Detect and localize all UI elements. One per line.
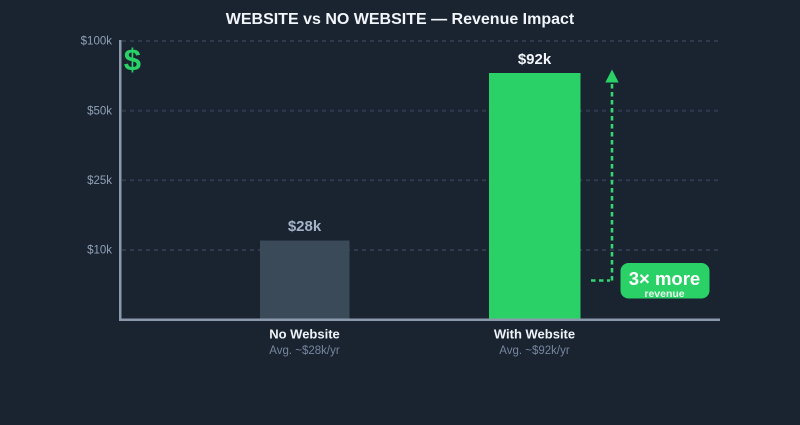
svg-text:With Website: With Website (494, 327, 575, 342)
svg-text:Avg. ~$92k/yr: Avg. ~$92k/yr (499, 345, 570, 357)
svg-text:Avg. ~$28k/yr: Avg. ~$28k/yr (269, 345, 340, 357)
svg-text:$10k: $10k (87, 245, 112, 257)
svg-text:$25k: $25k (87, 175, 112, 187)
svg-text:No Website: No Website (269, 327, 340, 342)
svg-text:$100k: $100k (81, 36, 113, 48)
svg-text:3× more: 3× more (629, 268, 700, 289)
svg-text:$: $ (124, 42, 141, 77)
svg-text:$92k: $92k (518, 51, 552, 68)
svg-text:WEBSITE vs NO WEBSITE — Revenu: WEBSITE vs NO WEBSITE — Revenue Impact (226, 11, 575, 28)
svg-text:$50k: $50k (87, 105, 112, 117)
svg-text:$28k: $28k (288, 218, 322, 235)
svg-text:revenue: revenue (644, 288, 684, 300)
